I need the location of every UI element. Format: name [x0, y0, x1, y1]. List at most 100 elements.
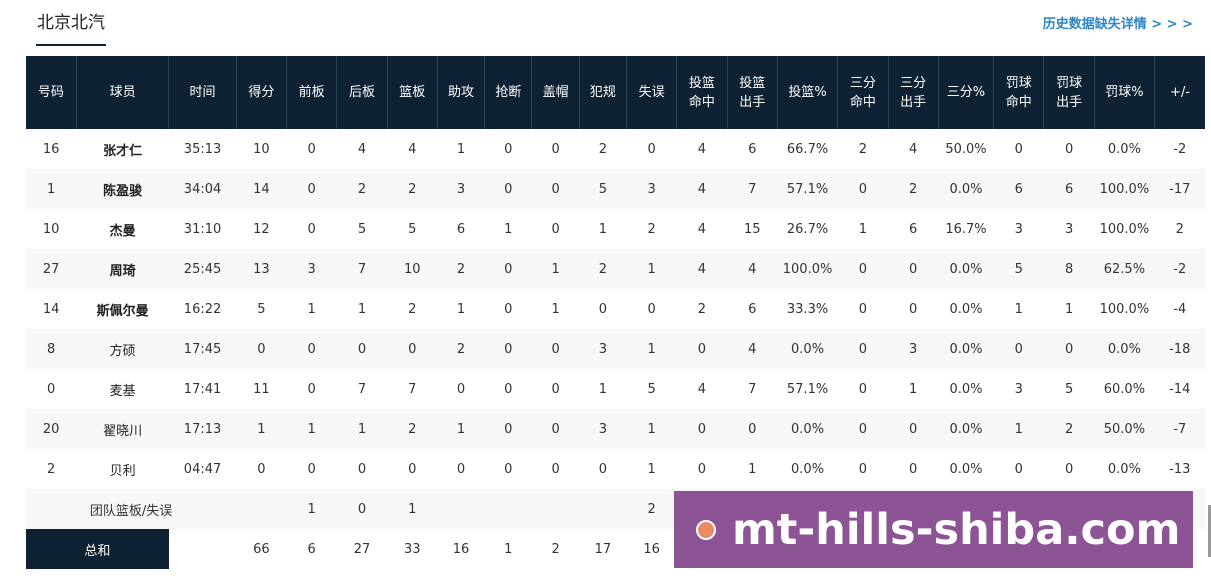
stat-cell-fga: 15 — [743, 221, 761, 237]
stat-cell-blk: 0 — [551, 141, 560, 157]
stat-cell-stl: 0 — [504, 141, 513, 157]
player-name[interactable]: 陈盈骏 — [76, 169, 169, 209]
player-name[interactable]: 贝利 — [109, 463, 136, 479]
stat-cell-blk: 1 — [531, 249, 580, 289]
stat-cell-time: 04:47 — [183, 461, 222, 477]
stat-cell-fta: 5 — [1064, 381, 1074, 397]
team-tab[interactable]: 北京北汽 — [36, 12, 106, 46]
column-header-label: 三分 — [900, 75, 927, 91]
stat-cell-fg-pct: 0.0% — [791, 461, 825, 477]
stat-cell-tpa: 2 — [888, 169, 939, 209]
stat-cell-number: 14 — [42, 301, 60, 317]
player-name[interactable]: 翟晓川 — [76, 409, 169, 449]
player-name[interactable]: 麦基 — [109, 383, 136, 399]
stat-cell-fg-pct: 57.1% — [786, 381, 829, 397]
stat-cell-oreb: 1 — [286, 489, 337, 529]
stat-cell-pf: 1 — [598, 381, 607, 397]
stat-cell-reb: 0 — [408, 461, 417, 477]
table-header-row: 号码 球员 时间 得分 前板 后板 篮板 助攻 抢断 盖帽 犯规 失误 投篮 命中 投篮 出手 投篮% 三分 命中三… — [26, 56, 1205, 129]
stat-cell-dreb: 27 — [336, 529, 388, 569]
stat-cell-pts: 10 — [253, 141, 270, 157]
stat-cell-tov: 1 — [626, 409, 677, 449]
stat-cell-tpm: 0 — [837, 409, 889, 449]
stat-cell-blk: 0 — [551, 221, 560, 237]
player-name[interactable]: 杰曼 — [109, 223, 136, 239]
stat-cell-ftm: 1 — [993, 409, 1044, 449]
scrollbar[interactable] — [1208, 505, 1211, 557]
stat-cell-number: 2 — [47, 461, 56, 477]
stat-cell-tpa: 1 — [909, 381, 918, 397]
watermark-dot-icon — [696, 519, 716, 540]
table-row: 16 张才仁 35:13 10 0 4 4 1 0 0 2 0 4 6 66.7% 2 4 50.0% 0 0 0.0%… — [26, 129, 1205, 169]
player-name[interactable]: 张才仁 — [103, 143, 143, 159]
table-row: 27 周琦 25:45 13 3 7 10 2 0 1 2 1 4 4 100.0% 0 0 0.0% 5 8 62.5… — [26, 249, 1205, 289]
stat-cell-stl: 0 — [484, 169, 532, 209]
stat-cell-time: 31:10 — [183, 221, 222, 237]
stat-cell-tpa: 6 — [909, 221, 918, 237]
stat-cell-reb: 33 — [387, 529, 438, 569]
column-header-label: 投篮 — [739, 75, 766, 91]
stat-cell-ftm: 3 — [1014, 381, 1023, 397]
stat-cell-tp-pct: 0.0% — [949, 301, 983, 317]
column-header-label: 罚球% — [1105, 85, 1144, 100]
empty-cell — [236, 489, 287, 529]
box-score-table: 号码 球员 时间 得分 前板 后板 篮板 助攻 抢断 盖帽 犯规 失误 投篮 命中 投篮 出手 投篮% 三分 命中三… — [26, 56, 1205, 569]
column-header: 投篮 命中 — [676, 56, 728, 129]
stat-cell-oreb: 0 — [307, 381, 316, 397]
stat-cell-ftm: 0 — [993, 329, 1044, 369]
stat-cell-stl: 0 — [504, 461, 513, 477]
column-header: 时间 — [168, 56, 237, 129]
stat-cell-fta: 2 — [1043, 409, 1095, 449]
column-header-label: 三分% — [946, 85, 986, 100]
stat-cell-pf: 5 — [579, 169, 627, 209]
stat-cell-ft-pct: 0.0% — [1094, 329, 1155, 369]
stat-cell-ft-pct: 60.0% — [1103, 381, 1146, 397]
stat-cell-blk: 0 — [551, 381, 560, 397]
column-header-label: 犯规 — [589, 85, 616, 100]
stat-cell-dreb: 7 — [357, 381, 367, 397]
stat-cell-ft-pct: 0.0% — [1107, 461, 1141, 477]
column-header: 罚球 命中 — [993, 56, 1044, 129]
stat-cell-fg-pct: 0.0% — [777, 409, 838, 449]
stat-cell-dreb: 0 — [357, 461, 367, 477]
table-row: 14 斯佩尔曼 16:22 5 1 1 2 1 0 1 0 0 2 6 33.3% 0 0 0.0% 1 1 100.0… — [26, 289, 1205, 329]
stat-cell-ast: 2 — [437, 249, 485, 289]
stat-cell-time: 16:22 — [183, 301, 222, 317]
player-name[interactable]: 方硕 — [76, 329, 169, 369]
stat-cell-fg-pct: 57.1% — [777, 169, 838, 209]
stat-cell-pts: 12 — [253, 221, 270, 237]
stat-cell-ftm: 5 — [993, 249, 1044, 289]
stat-cell-pf: 0 — [598, 461, 607, 477]
stat-cell-plus-minus: -13 — [1169, 461, 1191, 477]
column-header-label: 罚球 — [1056, 75, 1083, 91]
column-header: 抢断 — [484, 56, 532, 129]
stat-cell-fga: 6 — [748, 141, 757, 157]
column-header-label: 助攻 — [448, 85, 475, 100]
stat-cell-oreb: 1 — [286, 409, 337, 449]
player-name[interactable]: 周琦 — [76, 249, 169, 289]
column-header-label: 投篮 — [688, 75, 715, 91]
stat-cell-tov: 3 — [626, 169, 677, 209]
stat-cell-oreb: 3 — [286, 249, 337, 289]
column-header: 前板 — [286, 56, 337, 129]
stat-cell-oreb: 1 — [307, 301, 316, 317]
stat-cell-fta: 3 — [1064, 221, 1074, 237]
stat-cell-ftm: 0 — [1014, 141, 1023, 157]
player-name[interactable]: 斯佩尔曼 — [96, 303, 149, 319]
stat-cell-time: 35:13 — [183, 141, 222, 157]
stat-cell-tpa: 4 — [909, 141, 918, 157]
stat-cell-fgm: 4 — [676, 169, 728, 209]
stat-cell-fgm: 2 — [697, 301, 707, 317]
stat-cell-tp-pct: 0.0% — [938, 329, 994, 369]
stat-cell-fga: 7 — [727, 169, 778, 209]
stat-cell-tp-pct: 0.0% — [938, 169, 994, 209]
stat-cell-tp-pct: 0.0% — [949, 381, 983, 397]
stat-cell-tpa: 0 — [888, 409, 939, 449]
stat-cell-dreb: 4 — [357, 141, 367, 157]
stat-cell-pf: 1 — [598, 221, 607, 237]
history-missing-link[interactable]: 历史数据缺失详情 > > > — [1043, 13, 1193, 32]
team-tab-label: 北京北汽 — [37, 13, 105, 33]
stat-cell-blk: 0 — [531, 409, 580, 449]
team-row-label: 团队篮板/失误 — [26, 489, 237, 529]
column-header-label: 前板 — [298, 85, 325, 100]
